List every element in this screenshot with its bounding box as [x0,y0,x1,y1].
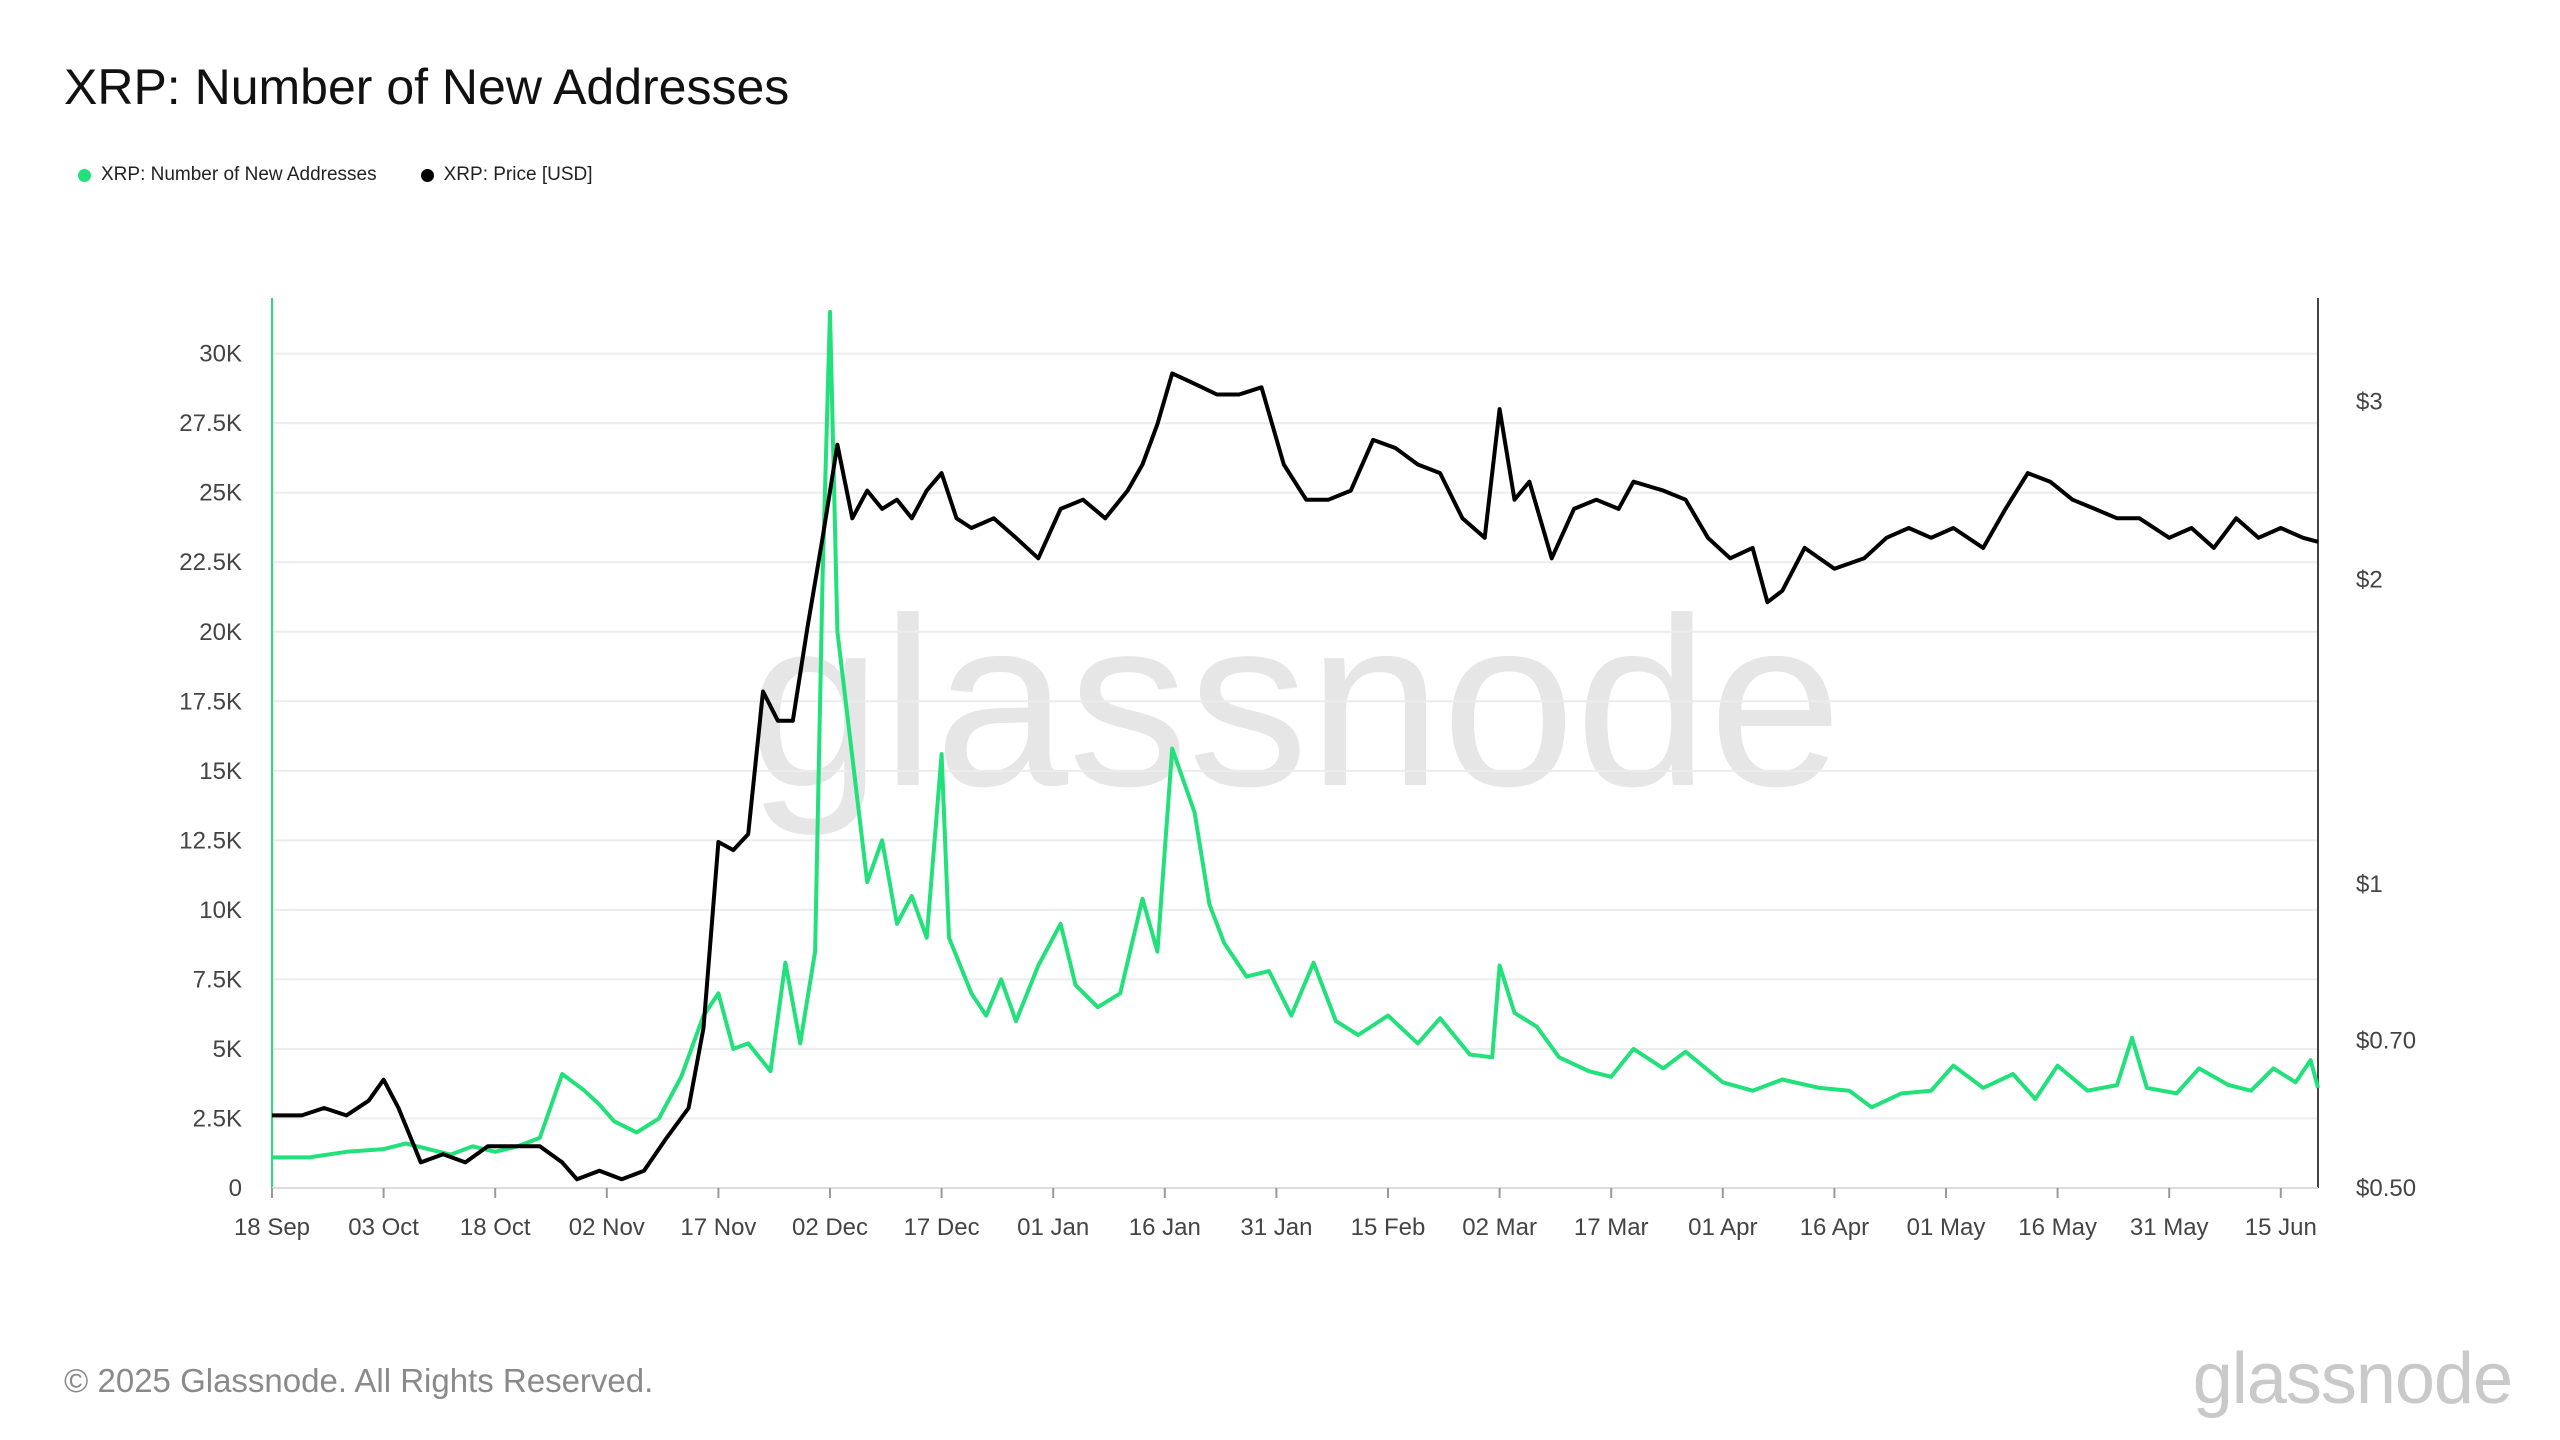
x-tick-label: 31 May [2130,1214,2209,1241]
x-tick-label: 02 Nov [569,1214,645,1241]
y-left-tick-label: 5K [213,1036,242,1063]
x-tick-label: 16 Apr [1800,1214,1869,1241]
x-tick-label: 16 May [2018,1214,2097,1241]
x-tick-label: 01 May [1907,1214,1986,1241]
x-tick-label: 17 Mar [1574,1214,1649,1241]
x-tick-label: 15 Feb [1351,1214,1426,1241]
series-line-price [272,371,2319,1182]
series-line-new-addresses [272,309,2320,1160]
y-left-tick-label: 2.5K [193,1105,242,1132]
y-left-tick-label: 15K [199,758,242,785]
x-tick-label: 02 Dec [792,1214,868,1241]
legend-label-price: XRP: Price [USD] [443,164,593,185]
copyright-footer: © 2025 Glassnode. All Rights Reserved. [64,1362,654,1399]
y-right-tick-label: $2 [2356,567,2383,594]
y-right-tick-label: $1 [2356,871,2383,898]
y-left-tick-label: 20K [199,619,242,646]
x-tick-label: 15 Jun [2245,1214,2317,1241]
y-left-tick-label: 27.5K [179,410,242,437]
y-left-tick-label: 12.5K [179,827,242,854]
x-tick-label: 01 Jan [1017,1214,1089,1241]
chart-title: XRP: Number of New Addresses [64,59,790,115]
x-tick-label: 18 Oct [460,1214,531,1241]
y-left-tick-label: 25K [199,480,242,507]
y-left-tick-label: 30K [199,341,242,368]
legend-marker-new-addresses [78,168,91,182]
legend-label-new-addresses: XRP: Number of New Addresses [101,164,377,185]
legend-item-new-addresses[interactable]: XRP: Number of New Addresses [78,164,377,186]
x-tick-label: 01 Apr [1688,1214,1757,1241]
chart-legend: XRP: Number of New Addresses XRP: Price … [78,164,593,186]
y-left-tick-label: 17.5K [179,688,242,715]
y-left-tick-label: 22.5K [179,549,242,576]
y-right-tick-label: $0.70 [2356,1027,2416,1054]
glassnode-logo: glassnode [2192,1339,2513,1419]
x-tick-label: 31 Jan [1240,1214,1312,1241]
y-right-tick-label: $0.50 [2356,1175,2416,1202]
legend-item-price[interactable]: XRP: Price [USD] [420,164,593,186]
x-tick-label: 17 Dec [904,1214,980,1241]
x-tick-label: 02 Mar [1462,1214,1537,1241]
y-left-tick-label: 10K [199,897,242,924]
x-tick-label: 17 Nov [680,1214,756,1241]
y-left-tick-label: 7.5K [193,966,242,993]
y-left-tick-label: 0 [229,1175,242,1202]
legend-marker-price [420,168,434,182]
x-tick-label: 03 Oct [348,1214,419,1241]
y-right-tick-label: $3 [2356,389,2383,416]
x-tick-label: 18 Sep [234,1214,310,1241]
x-tick-label: 16 Jan [1129,1214,1201,1241]
